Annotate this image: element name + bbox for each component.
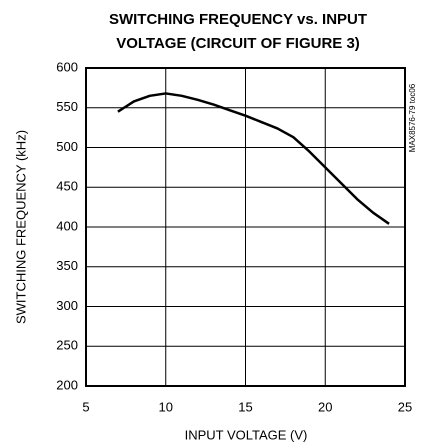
x-tick-label: 5 <box>82 399 89 414</box>
y-tick-label: 550 <box>56 99 78 114</box>
x-tick-label: 15 <box>238 399 252 414</box>
y-tick-label: 350 <box>56 258 78 273</box>
data-line <box>117 92 390 225</box>
x-tick-label: 20 <box>318 399 332 414</box>
chart-title: VOLTAGE (CIRCUIT OF FIGURE 3) <box>116 35 360 52</box>
y-tick-label: 300 <box>56 298 78 313</box>
chart-title: SWITCHING FREQUENCY vs. INPUT <box>109 11 367 28</box>
y-tick-label: 450 <box>56 179 78 194</box>
x-tick-label: 25 <box>398 399 412 414</box>
plot-frame <box>85 67 406 387</box>
annotation: MAX8576-79 toc06 <box>408 83 417 152</box>
x-axis-label: INPUT VOLTAGE (V) <box>185 427 308 442</box>
y-tick-label: 200 <box>56 377 78 392</box>
y-axis-label: SWITCHING FREQUENCY (kHz) <box>13 130 28 324</box>
x-tick-label: 10 <box>159 399 173 414</box>
y-tick-label: 500 <box>56 139 78 154</box>
y-tick-label: 600 <box>56 59 78 74</box>
y-tick-label: 250 <box>56 338 78 353</box>
y-tick-label: 400 <box>56 218 78 233</box>
